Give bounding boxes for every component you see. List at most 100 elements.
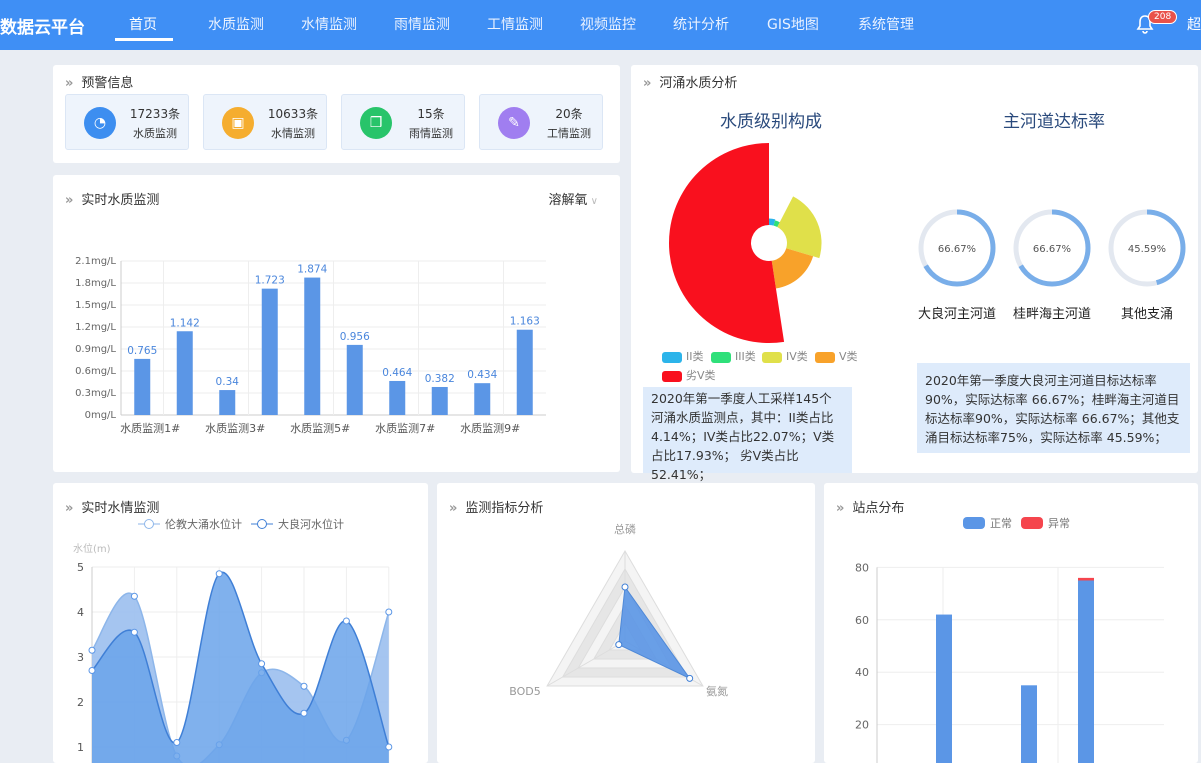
alert-card[interactable]: ◔17233条水质监测	[65, 94, 189, 150]
y-tick-label: 2	[77, 696, 84, 709]
data-point	[131, 593, 137, 599]
bar-value-label: 0.434	[467, 369, 497, 381]
alert-label: 雨情监测	[402, 125, 460, 141]
user-name[interactable]: 超	[1187, 14, 1201, 34]
rain-icon: ❒	[360, 107, 392, 139]
alert-card[interactable]: ❒ 15条雨情监测	[341, 94, 465, 150]
ring-value: 66.67%	[1033, 244, 1071, 255]
data-point	[301, 710, 307, 716]
x-tick-label: 水质监测9#	[460, 422, 520, 435]
alert-count: 10633条	[264, 105, 322, 122]
radar-indicator-label: BOD5	[509, 685, 540, 698]
y-tick-label: 40	[855, 666, 869, 679]
active-nav-indicator	[115, 38, 173, 41]
pie-note: 2020年第一季度人工采样145个河涌水质监测点，其中：II类占比4.14%；I…	[643, 387, 852, 473]
legend-marker	[145, 520, 154, 529]
legend-item[interactable]: V类	[815, 350, 858, 363]
legend-label: 劣V类	[686, 369, 716, 382]
alert-card[interactable]: ▣10633条水情监测	[203, 94, 327, 150]
rate-note-text: 2020年第一季度大良河主河道目标达标率90%，实际达标率 66.67%；桂畔海…	[925, 373, 1179, 445]
bar	[389, 381, 405, 415]
pie-slice	[777, 196, 821, 258]
bar	[177, 331, 193, 415]
nav-system[interactable]: 系统管理	[858, 14, 914, 34]
nav-water-quality[interactable]: 水质监测	[208, 14, 264, 34]
app-logo: 数据云平台	[0, 13, 85, 38]
bar-value-label: 1.163	[510, 316, 540, 328]
legend-label: 大良河水位计	[278, 517, 344, 531]
legend-swatch	[711, 352, 731, 363]
legend-swatch	[815, 352, 835, 363]
sites-bar-chart: 20406080正常异常	[824, 483, 1198, 763]
legend-item[interactable]: III类	[711, 350, 756, 363]
nav-video[interactable]: 视频监控	[580, 14, 636, 34]
bar-value-label: 0.34	[216, 376, 240, 388]
alert-label: 水情监测	[264, 125, 322, 141]
nav-gis[interactable]: GIS地图	[767, 14, 819, 34]
y-tick-label: 20	[855, 719, 869, 732]
y-tick-label: 1	[77, 741, 84, 754]
alert-card[interactable]: ✎20条工情监测	[479, 94, 603, 150]
bar-value-label: 1.874	[297, 264, 327, 276]
radar-point	[687, 675, 693, 681]
legend-marker	[258, 520, 267, 529]
nav-rain[interactable]: 雨情监测	[394, 14, 450, 34]
y-tick-label: 5	[77, 561, 84, 574]
data-point	[259, 661, 265, 667]
x-tick-label: 水质监测7#	[375, 422, 435, 435]
river-name: 其他支涌	[1097, 303, 1197, 322]
bar	[134, 359, 150, 415]
alerts-panel: »预警信息 ◔17233条水质监测▣10633条水情监测❒15条雨情监测✎20条…	[53, 65, 620, 163]
legend-label: 正常	[990, 517, 1012, 530]
alert-count: 15条	[402, 105, 460, 122]
data-point	[174, 740, 180, 746]
legend-item[interactable]: II类	[662, 350, 704, 363]
bar-normal	[936, 615, 952, 763]
pie-note-text: 2020年第一季度人工采样145个河涌水质监测点，其中：II类占比4.14%；I…	[651, 391, 834, 482]
legend-swatch	[662, 371, 682, 382]
data-point	[89, 647, 95, 653]
bar	[347, 345, 363, 415]
bar-value-label: 1.142	[170, 317, 200, 329]
quality-bar-chart: 0mg/L0.3mg/L0.6mg/L0.9mg/L1.2mg/L1.5mg/L…	[53, 175, 620, 472]
alert-count: 20条	[540, 105, 598, 122]
legend-item[interactable]: 劣V类	[662, 369, 716, 382]
nav-work[interactable]: 工情监测	[487, 14, 543, 34]
bar	[517, 330, 533, 415]
rate-note: 2020年第一季度大良河主河道目标达标率90%，实际达标率 66.67%；桂畔海…	[917, 363, 1190, 453]
data-point	[89, 668, 95, 674]
x-tick-label: 水质监测5#	[290, 422, 350, 435]
legend-swatch	[762, 352, 782, 363]
river-name: 桂畔海主河道	[1002, 303, 1102, 322]
nav-home[interactable]: 首页	[129, 14, 157, 34]
y-tick-label: 1.2mg/L	[75, 322, 116, 333]
bar	[304, 278, 320, 415]
y-tick-label: 0.3mg/L	[75, 388, 116, 399]
legend-label: IV类	[786, 350, 808, 363]
alert-label: 工情监测	[540, 125, 598, 141]
ring-value: 66.67%	[938, 244, 976, 255]
bar-value-label: 0.765	[127, 345, 157, 357]
legend-label: 伦教大涌水位计	[165, 517, 242, 531]
legend-item[interactable]: IV类	[762, 350, 808, 363]
radar-indicator-label: 氨氮	[706, 684, 728, 698]
radar-point	[622, 584, 628, 590]
river-name: 大良河主河道	[907, 303, 1007, 322]
pie-slice	[669, 143, 784, 343]
radar-point	[616, 642, 622, 648]
y-tick-label: 4	[77, 606, 84, 619]
nav-stats[interactable]: 统计分析	[673, 14, 729, 34]
y-tick-label: 0.6mg/L	[75, 366, 116, 377]
panel-title: 预警信息	[81, 76, 133, 91]
bar-value-label: 1.723	[255, 275, 285, 287]
bar-value-label: 0.464	[382, 367, 412, 379]
bar-normal	[1021, 685, 1037, 763]
y-tick-label: 80	[855, 561, 869, 574]
nav-water-level[interactable]: 水情监测	[301, 14, 357, 34]
y-tick-label: 0mg/L	[85, 410, 117, 421]
